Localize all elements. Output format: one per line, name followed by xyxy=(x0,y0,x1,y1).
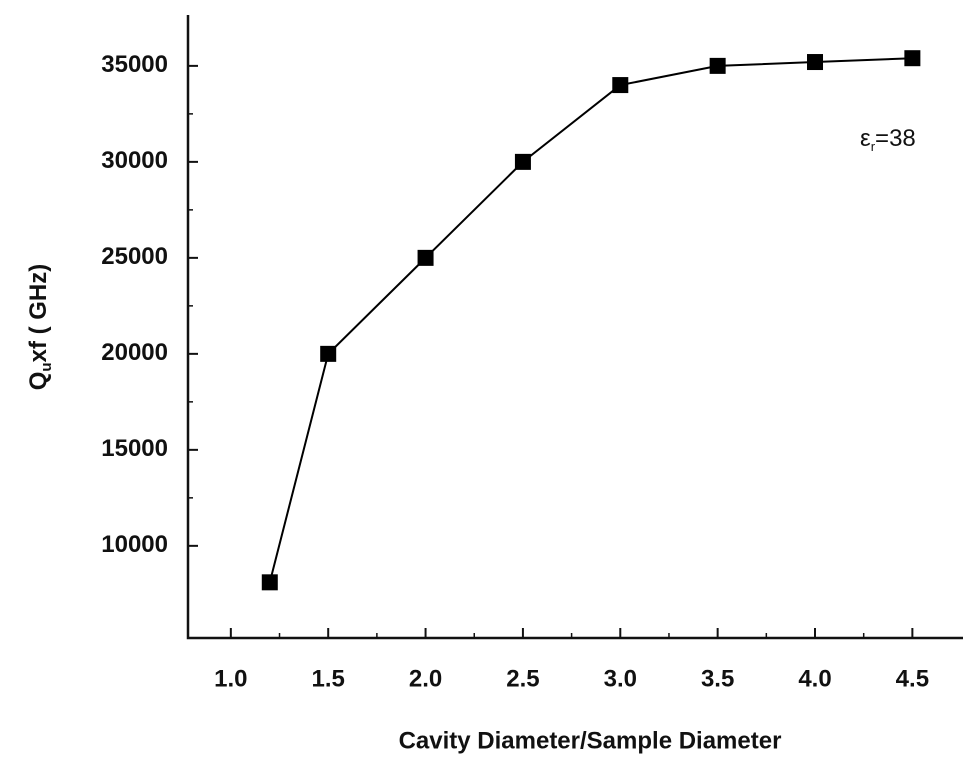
point-marker xyxy=(514,153,531,170)
point-marker xyxy=(807,54,824,71)
x-tick-label: 1.5 xyxy=(312,665,345,692)
point-marker xyxy=(612,77,629,94)
point-marker xyxy=(417,249,434,266)
y-tick-label: 20000 xyxy=(101,339,168,366)
annotation: εr=38 xyxy=(860,125,916,154)
point-marker xyxy=(320,345,337,362)
x-tick-label: 2.0 xyxy=(409,665,442,692)
annotation-symbol: ε xyxy=(860,125,871,152)
point-marker xyxy=(709,57,726,74)
annotation-subscript: r xyxy=(871,139,876,154)
y-tick-label: 25000 xyxy=(101,243,168,270)
point-marker xyxy=(261,574,278,591)
y-label-main: Q xyxy=(25,372,52,391)
y-tick-label: 35000 xyxy=(101,51,168,78)
x-tick-label: 3.5 xyxy=(701,665,734,692)
y-label-subscript: u xyxy=(38,362,55,371)
x-tick-label: 4.0 xyxy=(798,665,831,692)
y-label-rest: xf ( GHz) xyxy=(25,264,52,363)
x-tick-label: 1.0 xyxy=(214,665,247,692)
x-tick-label: 4.5 xyxy=(896,665,929,692)
x-tick-label: 2.5 xyxy=(506,665,539,692)
x-axis-label: Cavity Diameter/Sample Diameter xyxy=(399,727,782,754)
x-tick-label: 3.0 xyxy=(604,665,637,692)
annotation-rest: =38 xyxy=(875,125,916,152)
point-marker xyxy=(904,50,921,67)
y-tick-label: 10000 xyxy=(101,531,168,558)
y-tick-label: 15000 xyxy=(101,435,168,462)
series-line xyxy=(268,57,913,583)
axes xyxy=(186,15,963,640)
y-tick-label: 30000 xyxy=(101,147,168,174)
y-axis-label: Quxf ( GHz) xyxy=(25,264,55,391)
